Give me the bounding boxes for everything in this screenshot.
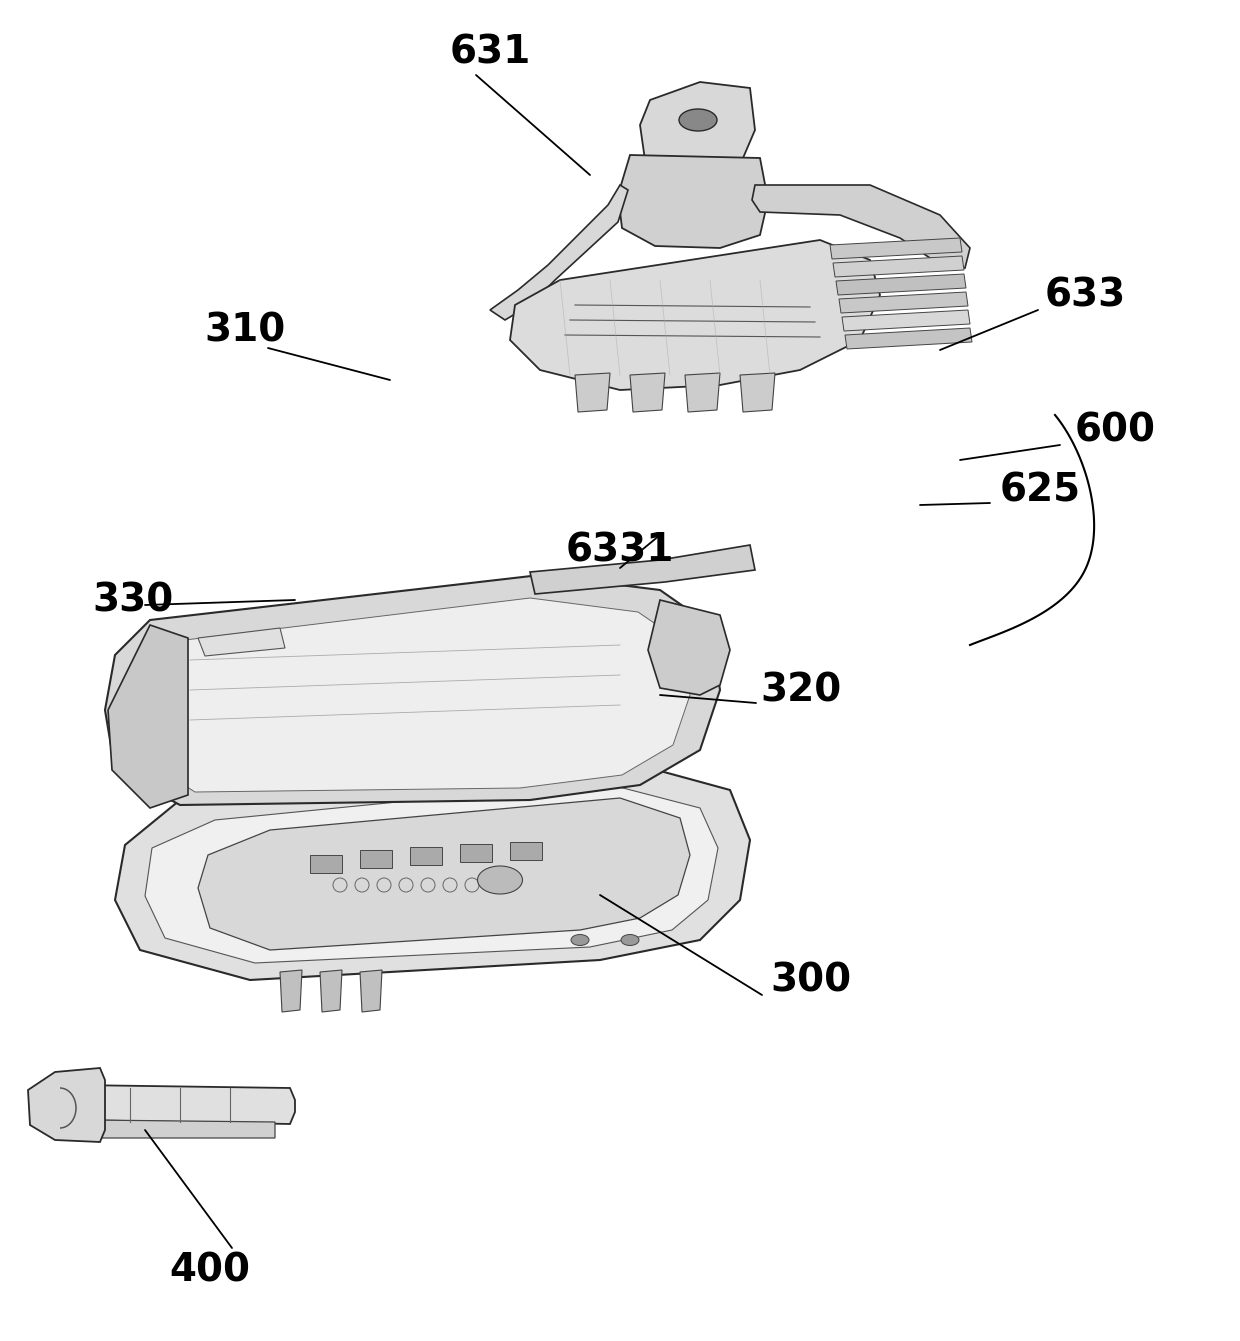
Text: 600: 600 bbox=[1075, 410, 1156, 449]
Bar bbox=[460, 843, 492, 862]
Polygon shape bbox=[839, 292, 968, 312]
Ellipse shape bbox=[680, 109, 717, 131]
Bar bbox=[310, 856, 342, 873]
Ellipse shape bbox=[477, 866, 522, 894]
Text: 330: 330 bbox=[92, 581, 174, 620]
Polygon shape bbox=[198, 628, 285, 656]
Bar bbox=[360, 850, 392, 868]
Polygon shape bbox=[140, 598, 689, 793]
Polygon shape bbox=[29, 1067, 105, 1143]
Polygon shape bbox=[833, 256, 963, 278]
Text: 400: 400 bbox=[170, 1251, 250, 1289]
Polygon shape bbox=[649, 599, 730, 695]
Ellipse shape bbox=[621, 935, 639, 945]
Polygon shape bbox=[640, 82, 755, 172]
Polygon shape bbox=[510, 240, 880, 390]
Polygon shape bbox=[684, 373, 720, 412]
Text: 633: 633 bbox=[1045, 276, 1126, 314]
Polygon shape bbox=[115, 760, 750, 980]
Polygon shape bbox=[81, 1120, 275, 1139]
Text: 310: 310 bbox=[205, 311, 285, 349]
Polygon shape bbox=[320, 970, 342, 1012]
Polygon shape bbox=[836, 274, 966, 295]
Polygon shape bbox=[64, 1085, 295, 1124]
Polygon shape bbox=[105, 575, 720, 805]
Bar bbox=[410, 848, 441, 865]
Text: 625: 625 bbox=[999, 471, 1081, 510]
Ellipse shape bbox=[570, 935, 589, 945]
Polygon shape bbox=[280, 970, 303, 1012]
Polygon shape bbox=[108, 625, 188, 809]
Text: 6331: 6331 bbox=[565, 531, 675, 569]
Polygon shape bbox=[490, 185, 627, 320]
Text: 300: 300 bbox=[770, 961, 851, 999]
Bar bbox=[510, 842, 542, 860]
Polygon shape bbox=[842, 310, 970, 331]
Polygon shape bbox=[618, 156, 768, 248]
Polygon shape bbox=[740, 373, 775, 412]
Polygon shape bbox=[575, 373, 610, 412]
Polygon shape bbox=[529, 544, 755, 594]
Polygon shape bbox=[360, 970, 382, 1012]
Polygon shape bbox=[145, 782, 718, 963]
Polygon shape bbox=[630, 373, 665, 412]
Polygon shape bbox=[198, 798, 689, 949]
Polygon shape bbox=[844, 329, 972, 349]
Text: 320: 320 bbox=[760, 670, 841, 709]
Text: 631: 631 bbox=[449, 34, 531, 71]
Polygon shape bbox=[830, 237, 962, 259]
Polygon shape bbox=[751, 185, 970, 268]
